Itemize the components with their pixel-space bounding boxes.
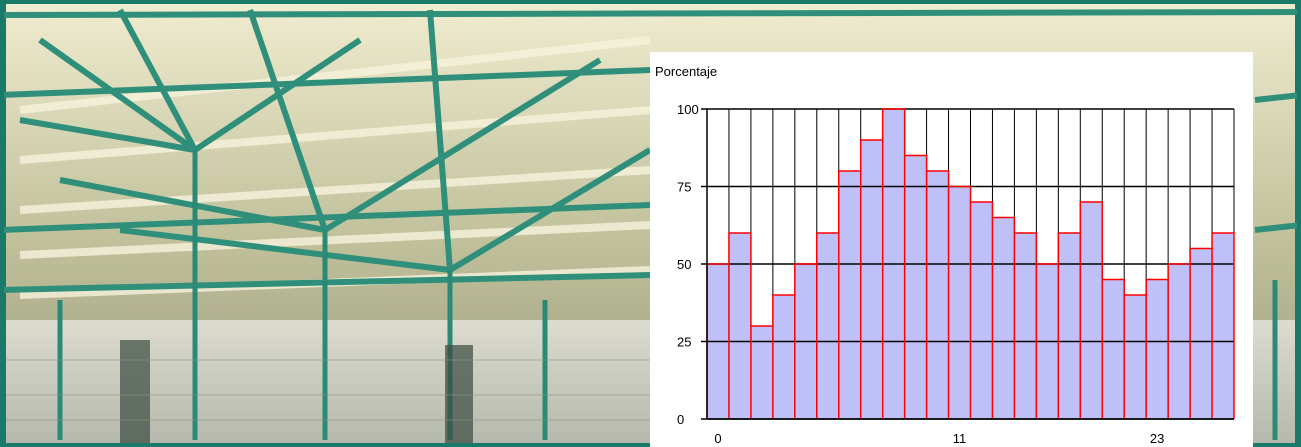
y-tick-label: 25 [677, 335, 691, 350]
chart-panel: Porcentaje 0 25 50 75 100 0 11 23 [650, 52, 1253, 447]
bar [1190, 248, 1213, 419]
y-tick-label: 0 [677, 412, 684, 427]
bar [1014, 233, 1037, 419]
x-tick-label: 11 [953, 431, 967, 446]
bar [750, 326, 773, 419]
bar [1080, 202, 1103, 419]
bar [904, 155, 927, 419]
bar [1124, 295, 1147, 419]
x-tick-label: 23 [1150, 431, 1164, 446]
y-axis-label: Porcentaje [655, 64, 717, 79]
bar [1102, 279, 1125, 419]
bar [838, 171, 861, 419]
bar [728, 233, 751, 419]
bar [772, 295, 795, 419]
x-tick-label: 0 [714, 431, 721, 446]
bar-outline [706, 108, 1235, 419]
y-tick-label: 50 [677, 257, 691, 272]
bar [816, 233, 839, 419]
y-tick-label: 100 [677, 102, 699, 117]
bar [926, 171, 949, 419]
bar [860, 140, 883, 419]
bar [948, 186, 971, 419]
bar [992, 217, 1015, 419]
bar [1146, 279, 1169, 419]
bar [1212, 233, 1234, 419]
y-tick-label: 75 [677, 180, 691, 195]
bar [970, 202, 993, 419]
bar [1058, 233, 1081, 419]
bar-chart: Porcentaje 0 25 50 75 100 0 11 23 [655, 64, 1235, 446]
